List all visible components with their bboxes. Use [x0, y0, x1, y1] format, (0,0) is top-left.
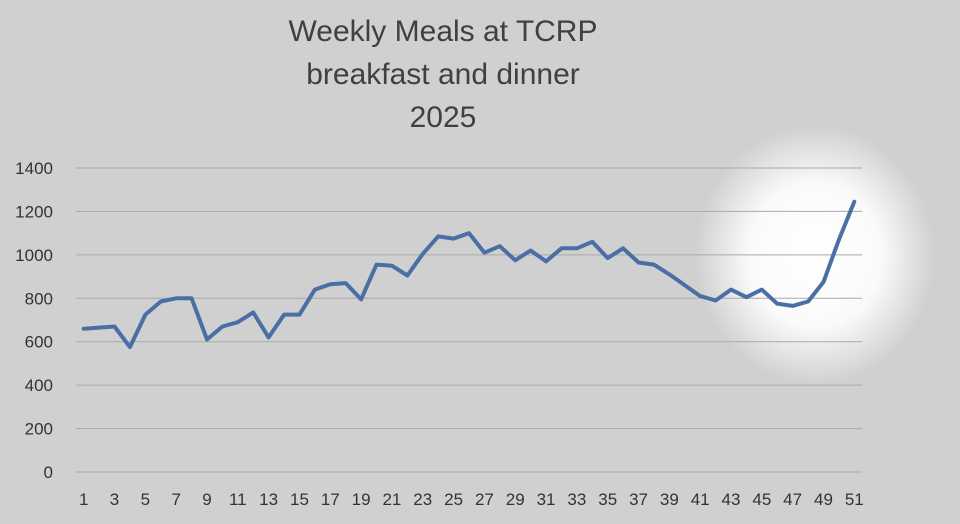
data-point: [652, 263, 656, 267]
chart-title: Weekly Meals at TCRP breakfast and dinne…: [289, 15, 598, 134]
x-tick-label: 23: [413, 490, 432, 509]
data-point: [82, 327, 86, 331]
title-line-3: 2025: [410, 101, 477, 134]
y-tick-label: 400: [25, 376, 53, 395]
x-tick-label: 51: [845, 490, 864, 509]
data-point: [544, 259, 548, 263]
x-tick-label: 27: [475, 490, 494, 509]
data-point: [775, 302, 779, 306]
data-point: [205, 338, 209, 342]
x-tick-label: 9: [202, 490, 211, 509]
y-tick-label: 600: [25, 333, 53, 352]
x-tick-label: 13: [259, 490, 278, 509]
x-tick-label: 7: [171, 490, 180, 509]
data-point: [806, 300, 810, 304]
data-point: [698, 294, 702, 298]
x-tick-label: 21: [382, 490, 401, 509]
data-point: [621, 246, 625, 250]
y-tick-label: 0: [44, 463, 53, 482]
data-point: [359, 297, 363, 301]
data-point: [590, 240, 594, 244]
x-tick-label: 5: [141, 490, 150, 509]
x-tick-label: 47: [783, 490, 802, 509]
data-point: [297, 313, 301, 317]
data-point: [821, 280, 825, 284]
data-point: [97, 326, 101, 330]
data-point: [452, 237, 456, 241]
x-tick-label: 37: [629, 490, 648, 509]
x-tick-label: 39: [660, 490, 679, 509]
x-tick-label: 45: [752, 490, 771, 509]
data-point: [559, 246, 563, 250]
x-tick-label: 3: [110, 490, 119, 509]
data-point: [251, 310, 255, 314]
x-tick-label: 49: [814, 490, 833, 509]
series-group: [81, 199, 857, 350]
data-point: [143, 313, 147, 317]
data-point: [174, 296, 178, 300]
data-point: [683, 283, 687, 287]
data-point: [436, 234, 440, 238]
data-point: [529, 249, 533, 253]
data-point: [714, 298, 718, 302]
x-tick-label: 19: [352, 490, 371, 509]
y-axis-ticks: 0 200 400 600 800 1000 1200 1400: [15, 159, 53, 482]
data-point: [113, 325, 117, 329]
x-tick-label: 11: [229, 490, 247, 509]
data-point: [852, 200, 856, 204]
data-point: [637, 260, 641, 264]
gridlines: [76, 167, 862, 473]
x-tick-label: 1: [79, 490, 88, 509]
data-point: [791, 304, 795, 308]
data-point: [744, 295, 748, 299]
data-point: [760, 288, 764, 292]
data-point: [729, 288, 733, 292]
data-point: [190, 296, 194, 300]
data-point: [220, 325, 224, 329]
data-point: [282, 313, 286, 317]
data-point: [575, 246, 579, 250]
x-tick-label: 31: [537, 490, 556, 509]
data-point: [313, 288, 317, 292]
data-point: [328, 282, 332, 286]
x-tick-label: 17: [321, 490, 340, 509]
data-point: [344, 281, 348, 285]
x-tick-label: 29: [506, 490, 525, 509]
y-tick-label: 1000: [15, 246, 53, 265]
data-point: [405, 273, 409, 277]
title-line-2: breakfast and dinner: [306, 58, 580, 91]
x-tick-label: 25: [444, 490, 463, 509]
x-tick-label: 41: [691, 490, 710, 509]
y-tick-label: 1400: [15, 159, 53, 178]
data-point: [498, 244, 502, 248]
y-tick-label: 1200: [15, 202, 53, 221]
x-tick-label: 15: [290, 490, 309, 509]
title-line-1: Weekly Meals at TCRP: [289, 15, 598, 48]
data-point: [159, 300, 163, 304]
data-point: [667, 272, 671, 276]
data-point: [375, 263, 379, 267]
x-axis-ticks: 1 3 5 7 9 11 13 15 17 19 21 23 25 27 29 31 33 35 37 39 41 43 4…: [79, 490, 864, 509]
data-point: [128, 345, 132, 349]
data-point: [606, 256, 610, 260]
x-tick-label: 43: [722, 490, 741, 509]
y-tick-label: 800: [25, 289, 53, 308]
data-point: [236, 320, 240, 324]
data-point: [467, 231, 471, 235]
x-tick-label: 35: [598, 490, 617, 509]
y-tick-label: 200: [25, 420, 53, 439]
data-point: [513, 258, 517, 262]
data-point: [421, 252, 425, 256]
data-point: [390, 264, 394, 268]
data-point: [837, 238, 841, 242]
data-point: [267, 335, 271, 339]
data-point: [482, 251, 486, 255]
x-tick-label: 33: [567, 490, 586, 509]
